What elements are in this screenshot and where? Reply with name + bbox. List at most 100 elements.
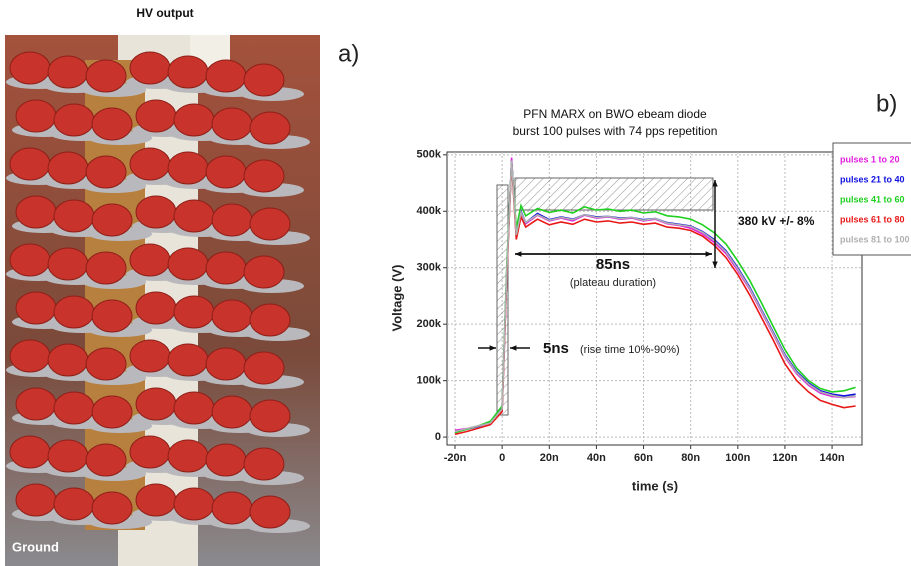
disk xyxy=(173,199,215,233)
disk xyxy=(211,491,253,525)
y-tick-label: 300k xyxy=(417,262,442,274)
chart-subtitle: burst 100 pulses with 74 pps repetition xyxy=(513,124,718,138)
disk xyxy=(249,303,291,337)
disk xyxy=(15,483,57,517)
disk xyxy=(173,103,215,137)
x-tick-label: 0 xyxy=(499,452,505,464)
disk xyxy=(135,483,177,517)
disk xyxy=(211,299,253,333)
x-tick-label: 120n xyxy=(772,452,797,464)
x-tick-label: 80n xyxy=(681,452,700,464)
series-line xyxy=(454,160,856,433)
rise-box xyxy=(496,184,509,416)
disk xyxy=(9,435,51,469)
photo xyxy=(5,35,320,566)
disk xyxy=(85,347,127,381)
disk xyxy=(129,243,171,277)
arrow-head xyxy=(712,261,718,268)
disk xyxy=(53,199,95,233)
y-tick-label: 100k xyxy=(417,375,442,387)
disk xyxy=(9,339,51,373)
annotation: (rise time 10%-90%) xyxy=(580,344,680,356)
annotation: (plateau duration) xyxy=(570,277,656,289)
disk xyxy=(47,151,89,185)
disk xyxy=(205,155,247,189)
disk xyxy=(243,447,285,481)
disk xyxy=(167,55,209,89)
legend-entry: pulses 1 to 20 xyxy=(840,154,900,164)
disk xyxy=(243,255,285,289)
disk xyxy=(47,247,89,281)
plateau-box xyxy=(514,177,714,211)
y-tick-label: 0 xyxy=(435,431,441,443)
disk xyxy=(15,195,57,229)
disk xyxy=(47,343,89,377)
disk xyxy=(47,55,89,89)
disk xyxy=(205,251,247,285)
legend-entry: pulses 61 to 80 xyxy=(840,214,905,224)
y-tick-label: 400k xyxy=(417,205,442,217)
disk xyxy=(91,203,133,237)
disk xyxy=(85,251,127,285)
panel-label: a) xyxy=(338,40,359,67)
disk xyxy=(205,443,247,477)
disk xyxy=(249,207,291,241)
disk xyxy=(167,151,209,185)
disk xyxy=(85,155,127,189)
x-axis-title: time (s) xyxy=(632,478,678,493)
y-tick-label: 500k xyxy=(417,149,442,161)
disk xyxy=(47,439,89,473)
arrow-head xyxy=(712,180,718,187)
x-tick-label: -20n xyxy=(444,452,467,464)
disk xyxy=(129,147,171,181)
disk xyxy=(15,99,57,133)
disk xyxy=(135,387,177,421)
plot-lines xyxy=(454,157,856,436)
disk xyxy=(129,339,171,373)
disk xyxy=(243,63,285,97)
disk xyxy=(135,99,177,133)
disk xyxy=(53,103,95,137)
disk xyxy=(249,111,291,145)
disk xyxy=(53,487,95,521)
photo-footer: Ground xyxy=(12,539,59,554)
arrow-head xyxy=(489,345,496,351)
disk xyxy=(85,443,127,477)
disk xyxy=(173,487,215,521)
disk xyxy=(9,51,51,85)
annotation: 380 kV +/- 8% xyxy=(738,214,815,228)
legend-entry: pulses 21 to 40 xyxy=(840,174,905,184)
disk xyxy=(211,203,253,237)
disk xyxy=(85,59,127,93)
x-tick-label: 40n xyxy=(587,452,606,464)
legend-entry: pulses 81 to 100 xyxy=(840,234,910,244)
disk xyxy=(129,435,171,469)
arrow-head xyxy=(515,251,522,257)
disk xyxy=(211,107,253,141)
disk xyxy=(173,391,215,425)
disk xyxy=(249,495,291,529)
y-tick-label: 200k xyxy=(417,318,442,330)
annotation: 85ns xyxy=(596,256,630,273)
disk xyxy=(243,351,285,385)
disk xyxy=(15,387,57,421)
disk xyxy=(91,299,133,333)
x-tick-label: 60n xyxy=(634,452,653,464)
disk xyxy=(249,399,291,433)
panel-label: b) xyxy=(876,90,897,117)
legend-box xyxy=(832,142,911,256)
legend-entry: pulses 41 to 60 xyxy=(840,194,905,204)
disk xyxy=(205,59,247,93)
disk xyxy=(9,147,51,181)
disk xyxy=(53,295,95,329)
disk xyxy=(205,347,247,381)
disk xyxy=(167,439,209,473)
photo-title: HV output xyxy=(136,6,193,20)
disk xyxy=(91,491,133,525)
disk xyxy=(9,243,51,277)
disk xyxy=(53,391,95,425)
y-axis-title: Voltage (V) xyxy=(389,265,404,332)
disk xyxy=(135,291,177,325)
